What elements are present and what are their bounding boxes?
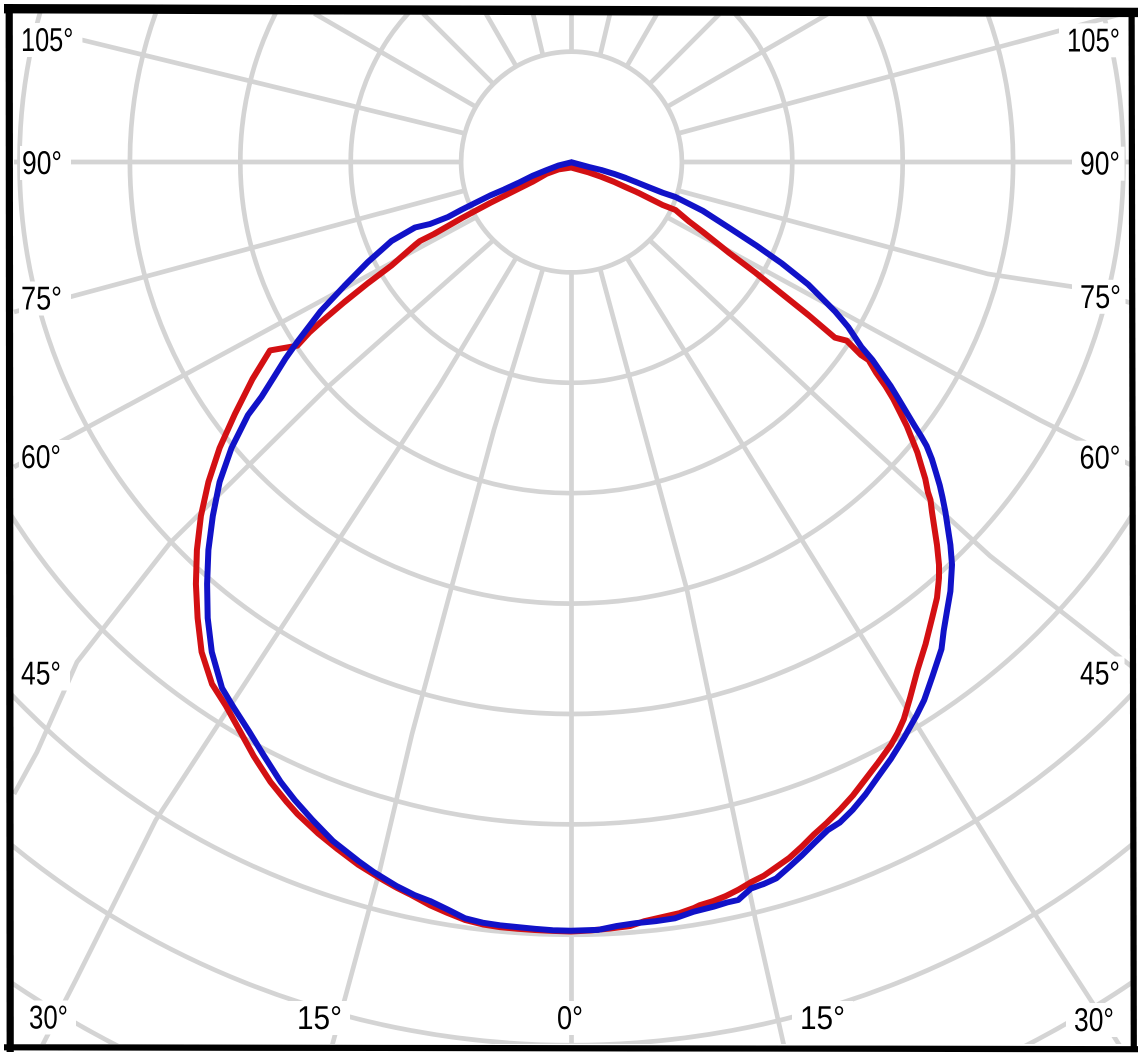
svg-text:90°: 90°	[1080, 145, 1120, 182]
svg-text:15°: 15°	[297, 999, 342, 1036]
svg-text:90°: 90°	[22, 144, 62, 181]
svg-text:60°: 60°	[1080, 439, 1121, 476]
svg-text:75°: 75°	[21, 280, 62, 317]
svg-text:0°: 0°	[557, 999, 583, 1036]
svg-text:30°: 30°	[29, 999, 68, 1036]
svg-text:75°: 75°	[1080, 278, 1121, 315]
svg-text:30°: 30°	[1074, 1001, 1114, 1038]
svg-text:15°: 15°	[800, 999, 845, 1036]
svg-text:45°: 45°	[1080, 655, 1120, 692]
svg-text:105°: 105°	[1067, 21, 1120, 58]
svg-text:45°: 45°	[21, 655, 61, 692]
svg-text:105°: 105°	[21, 21, 73, 58]
svg-text:60°: 60°	[21, 438, 61, 475]
